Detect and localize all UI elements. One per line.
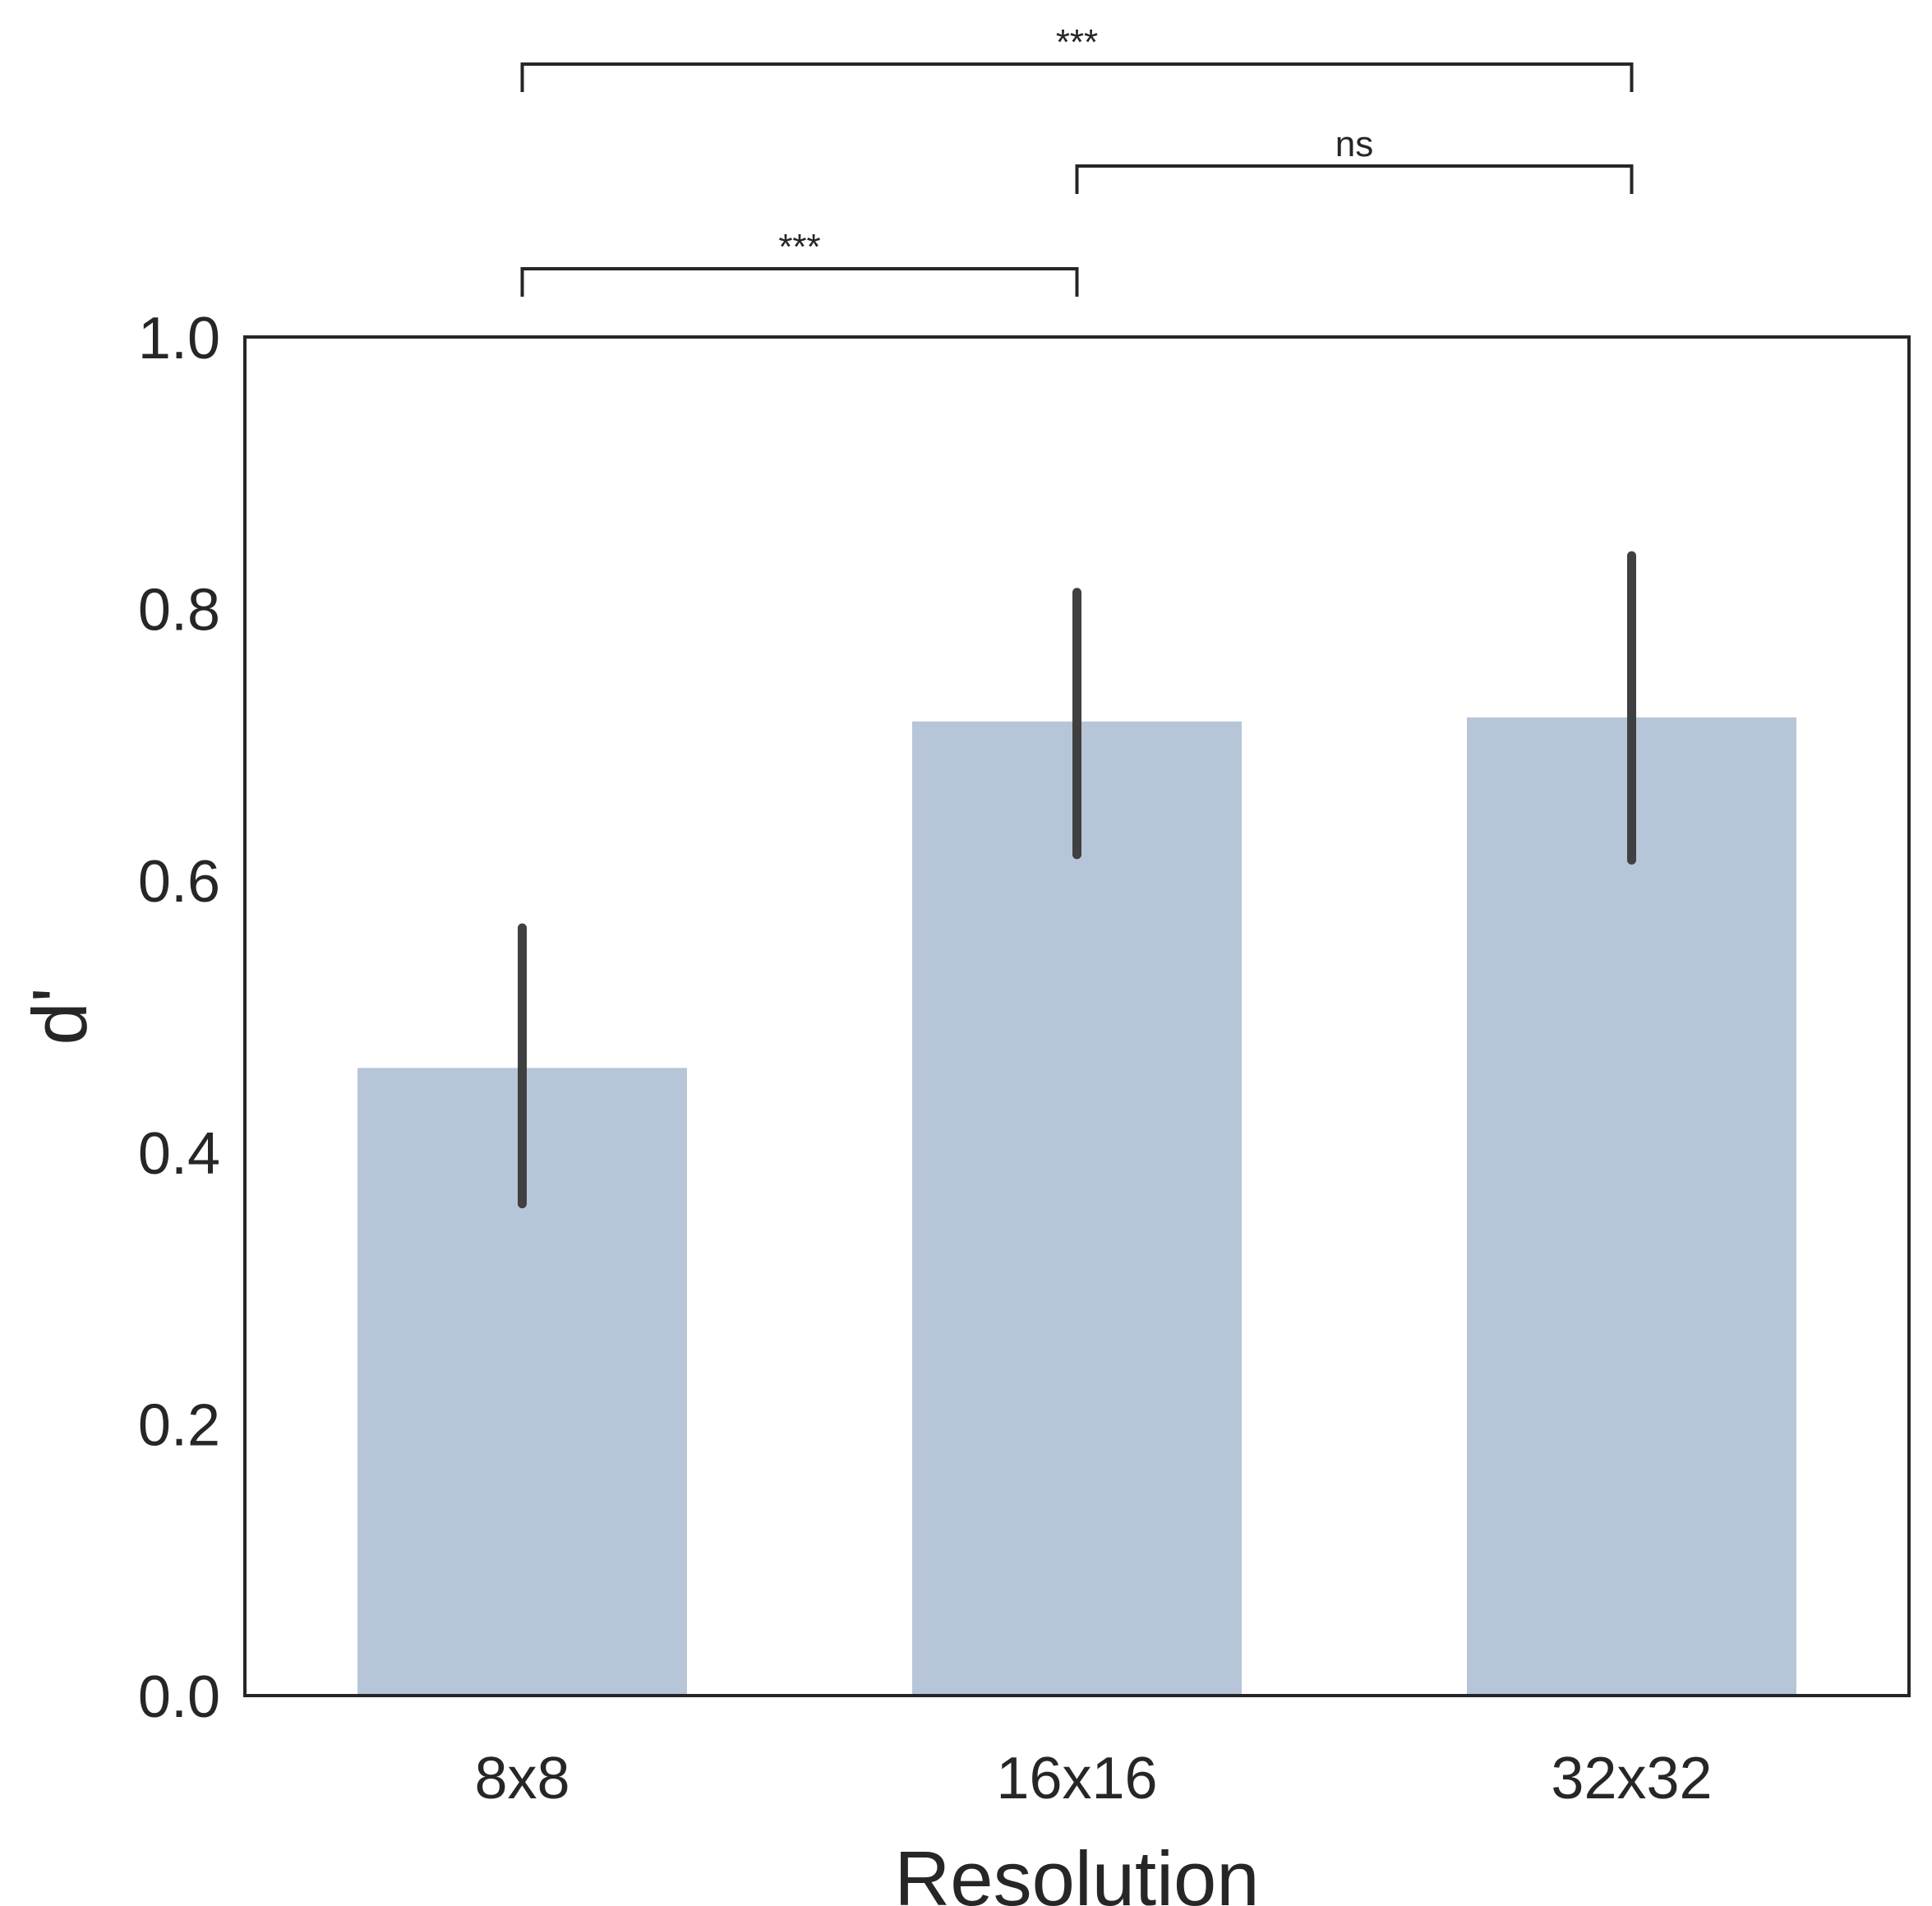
x-tick-label: 32x32 — [1551, 1746, 1712, 1811]
error-bars-layer — [518, 551, 1636, 1209]
bars-layer — [357, 717, 1796, 1696]
y-tick-label: 0.2 — [138, 1392, 220, 1458]
x-tick-label: 16x16 — [996, 1746, 1157, 1811]
x-tick-labels: 8x8 16x16 32x32 — [474, 1746, 1712, 1811]
y-tick-label: 0.0 — [138, 1664, 220, 1730]
y-tick-label: 0.4 — [138, 1121, 220, 1187]
significance-label: *** — [778, 227, 820, 267]
significance-label: ns — [1335, 124, 1373, 164]
significance-label: *** — [1056, 22, 1098, 62]
bar-32x32 — [1467, 717, 1796, 1696]
significance-bracket — [520, 62, 1634, 92]
plot-frame — [243, 335, 1911, 1697]
bar-16x16 — [912, 721, 1242, 1696]
significance-bracket — [1075, 164, 1634, 194]
x-axis-title: Resolution — [894, 1835, 1259, 1906]
significance-bracket — [520, 267, 1079, 297]
y-tick-labels: 0.0 0.2 0.4 0.6 0.8 1.0 — [138, 306, 220, 1730]
y-tick-label: 1.0 — [138, 306, 220, 372]
significance-brackets: *** ns *** — [520, 22, 1634, 297]
x-tick-label: 8x8 — [474, 1746, 569, 1811]
y-tick-label: 0.6 — [138, 849, 220, 915]
y-axis-title: d' — [16, 987, 103, 1045]
y-tick-label: 0.8 — [138, 578, 220, 644]
